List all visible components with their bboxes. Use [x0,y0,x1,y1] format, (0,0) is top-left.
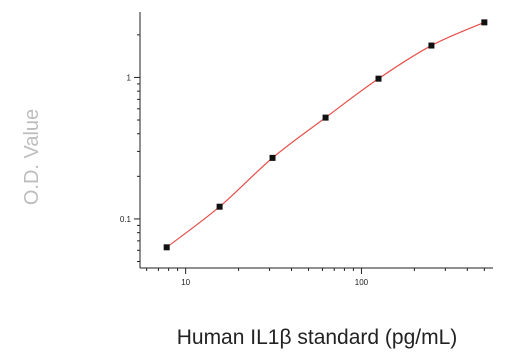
data-point [269,154,276,161]
fit-curve [166,21,485,248]
data-point [375,75,382,82]
y-tick-label-0.1: 0.1 [120,215,132,224]
x-tick-label-100: 100 [355,278,369,287]
data-point [428,42,435,49]
data-points [163,19,488,251]
data-point [163,244,170,251]
minor-ticks [137,34,485,271]
y-tick-label-1: 1 [127,73,132,82]
x-tick-label-10: 10 [181,278,190,287]
data-point [481,19,488,26]
x-axis-title: Human IL1β standard (pg/mL) [177,326,458,349]
data-point [216,203,223,210]
data-point [322,114,329,121]
y-axis-title: O.D. Value [21,109,43,205]
plot-area: 10 100 0.1 1 [120,12,493,287]
